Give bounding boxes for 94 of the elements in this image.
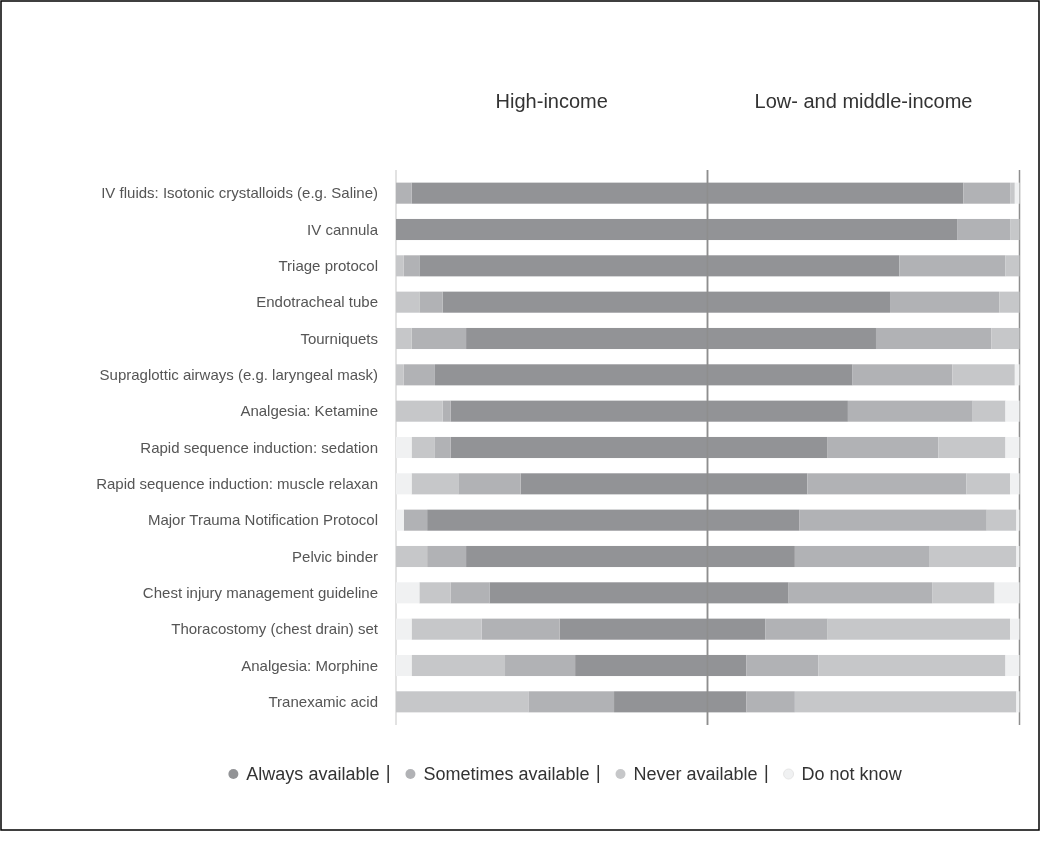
bar: [1010, 182, 1015, 204]
legend-label: Sometimes available: [423, 764, 590, 785]
bar: [396, 545, 428, 568]
bar: [818, 654, 1006, 677]
bar: [411, 327, 467, 350]
y-tick-label: IV fluids: Isotonic crystalloids (e.g. Saline): [101, 184, 378, 202]
bar: [794, 545, 930, 568]
bar: [875, 327, 992, 350]
bar: [952, 364, 1015, 386]
bar: [396, 582, 420, 604]
y-tick-label: Rapid sequence induction: muscle relaxan: [96, 475, 378, 493]
legend-label: Do not know: [801, 764, 903, 785]
bar: [396, 436, 412, 459]
bar: [932, 582, 995, 604]
bar: [427, 545, 467, 568]
bar: [972, 400, 1006, 422]
bar: [746, 691, 795, 713]
bar: [411, 618, 482, 640]
bar: [396, 400, 443, 422]
bar: [847, 400, 973, 422]
y-tick-label: Pelvic binder: [292, 547, 378, 565]
bar: [1005, 436, 1020, 459]
bar: [963, 182, 1011, 204]
y-tick-label: Supraglottic airways (e.g. laryngeal mask): [99, 366, 378, 384]
bar: [765, 618, 828, 640]
bar: [1016, 691, 1020, 713]
bar: [999, 291, 1020, 313]
y-tick-label: Major Trauma Notification Protocol: [147, 511, 378, 529]
bar: [419, 291, 443, 313]
bar: [528, 691, 615, 713]
bar: [807, 473, 967, 495]
bar: [899, 255, 1006, 277]
bar: [396, 182, 412, 204]
bar: [957, 218, 1011, 241]
bar: [799, 509, 987, 531]
bar: [419, 582, 451, 604]
bar: [396, 509, 404, 531]
bar: [991, 327, 1020, 350]
bar: [434, 436, 451, 459]
bar: [986, 509, 1017, 531]
bar: [938, 436, 1006, 459]
bar: [746, 654, 819, 677]
bar: [1016, 545, 1020, 568]
bar: [1005, 255, 1020, 277]
chart-title: Low- and middle-income: [754, 90, 973, 112]
bar: [788, 582, 933, 604]
bar: [1014, 182, 1020, 204]
chart-title: High-income: [495, 90, 608, 112]
bar: [411, 436, 435, 459]
bar: [411, 654, 506, 677]
bar: [396, 364, 404, 386]
y-tick-label: Analgesia: Ketamine: [240, 402, 378, 420]
bar: [505, 654, 576, 677]
y-tick-label: Chest injury management guideline: [142, 584, 378, 602]
bar: [890, 291, 1000, 313]
bar: [396, 618, 412, 640]
bar: [994, 582, 1020, 604]
y-tick-label: Rapid sequence induction: sedation: [140, 438, 378, 456]
bar: [458, 473, 521, 495]
bar: [396, 691, 529, 713]
bar: [403, 364, 435, 386]
bar: [852, 364, 953, 386]
y-tick-label: Analgesia: Morphine: [241, 656, 378, 674]
bar: [411, 473, 459, 495]
bar: [1010, 618, 1020, 640]
bar: [966, 473, 1011, 495]
bar: [396, 327, 412, 350]
y-tick-label: Tranexamic acid: [268, 693, 378, 711]
bar: [481, 618, 560, 640]
y-tick-label: Tourniquets: [300, 329, 378, 347]
bar: [1010, 473, 1020, 495]
bar: [1016, 509, 1020, 531]
bar: [1005, 654, 1020, 677]
bar: [403, 509, 428, 531]
bar: [827, 436, 939, 459]
y-tick-label: Thoracostomy (chest drain) set: [171, 620, 379, 638]
bar: [794, 691, 1017, 713]
legend-label: Never available: [633, 764, 758, 785]
bar: [396, 654, 412, 677]
bar: [929, 545, 1017, 568]
bar: [1014, 364, 1020, 386]
bar: [403, 255, 420, 277]
y-tick-label: IV cannula: [307, 220, 379, 238]
legend-label: Always available: [246, 764, 380, 785]
bar: [827, 618, 1011, 640]
bar: [1005, 400, 1020, 422]
y-tick-label: Endotracheal tube: [256, 293, 378, 311]
bar: [1010, 218, 1020, 241]
bar: [396, 473, 412, 495]
bar: [396, 291, 420, 313]
bar: [396, 255, 404, 277]
bar: [442, 400, 451, 422]
bar: [450, 582, 490, 604]
y-tick-label: Triage protocol: [278, 257, 378, 275]
